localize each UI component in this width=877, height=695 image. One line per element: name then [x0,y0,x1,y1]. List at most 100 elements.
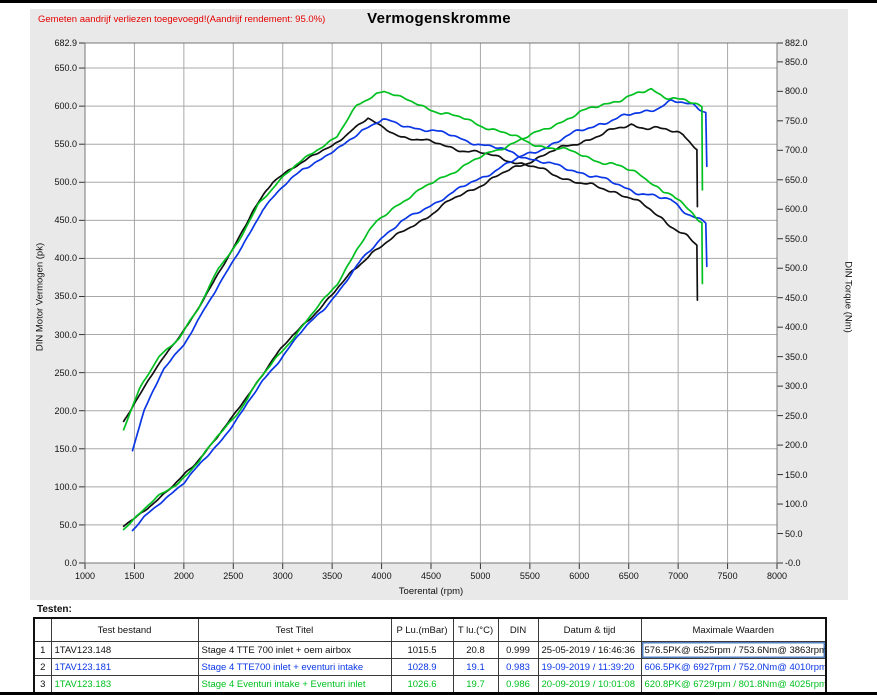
x-tick-label: 8000 [766,571,788,581]
y-left-tick-label: 200.0 [54,405,77,416]
drivetrain-loss-warning: Gemeten aandrijf verliezen toegevoegd!(A… [38,14,326,25]
y-left-tick-label: 500.0 [54,177,77,188]
x-tick-label: 3000 [272,571,293,581]
table-row[interactable]: 2 1TAV123.181 Stage 4 TTE700 inlet + event… [33,658,827,676]
table-cell-file[interactable]: 1TAV123.148 [50,641,199,659]
table-cell-pressure[interactable]: 1026.6 [390,675,454,694]
table-header-cell [33,617,52,642]
table-cell-max[interactable]: 606.5PK@ 6927rpm / 752.0Nm@ 4010rpm [640,658,827,676]
table-row[interactable]: 3 1TAV123.183 Stage 4 Eventuri intake + Ev… [33,675,827,694]
x-tick-label: 5500 [519,571,540,581]
y-right-tick-label: 250.0 [785,410,808,421]
tests-section-label: Testen: [37,604,72,615]
table-cell-max[interactable]: 576.5PK@ 6525rpm / 753.6Nm@ 3863rpm [640,641,827,659]
table-header-cell: Test Titel [197,617,392,642]
table-cell-num[interactable]: 1 [33,641,52,659]
y-right-tick-label: 882.0 [785,38,808,48]
y-right-tick-label: 50.0 [785,528,803,539]
y-right-tick-label: 700.0 [785,145,808,156]
tests-table: Test bestand Test Titel P Lu.(mBar) T lu.(°… [33,617,827,694]
table-header-cell: P Lu.(mBar) [390,617,454,642]
table-cell-title[interactable]: Stage 4 TTE700 inlet + eventuri intake [197,658,392,676]
x-tick-label: 1500 [124,571,145,581]
table-cell-pressure[interactable]: 1028.9 [390,658,454,676]
y-right-tick-label: 600.0 [785,204,808,215]
y-right-tick-label: 650.0 [785,174,808,185]
table-header-cell: Datum & tijd [537,617,642,642]
chart-title: Vermogenskromme [367,10,511,27]
table-cell-title[interactable]: Stage 4 Eventuri intake + Eventuri inlet [197,675,392,694]
table-header-cell: T lu.(°C) [452,617,499,642]
table-cell-datetime[interactable]: 20-09-2019 / 10:01:08 [537,675,642,694]
curve-1tav123-148-din-torque-nm- [122,117,699,423]
table-cell-temp[interactable]: 19.7 [452,675,499,694]
y-right-tick-label: 300.0 [785,381,808,392]
table-cell-num[interactable]: 2 [33,658,52,676]
x-tick-label: 4500 [420,571,442,581]
table-cell-din[interactable]: 0.999 [497,641,539,659]
x-tick-label: 6500 [618,571,639,581]
x-tick-label: 2500 [223,571,244,581]
y-right-tick-label: 800.0 [785,86,808,97]
table-cell-temp[interactable]: 20.8 [452,641,499,659]
y-right-tick-label: 850.0 [785,56,808,67]
y-left-tick-label: 50.0 [59,519,77,530]
y-left-tick-label: 600.0 [54,101,77,112]
y-left-tick-label: 450.0 [54,215,77,226]
chart-panel: Gemeten aandrijf verliezen toegevoegd!(A… [30,9,854,600]
y-right-tick-label: 400.0 [785,322,808,333]
y-left-tick-label: 100.0 [54,481,77,492]
table-cell-file[interactable]: 1TAV123.181 [50,658,199,676]
x-tick-label: 2000 [173,571,194,581]
y-left-tick-label: 400.0 [54,253,77,264]
y-left-tick-label: 300.0 [54,329,77,340]
y-right-tick-label: 100.0 [785,499,808,510]
y-right-tick-label: 450.0 [785,292,808,303]
plot-border [84,42,778,564]
y-right-tick-label: 350.0 [785,351,808,362]
y-left-tick-label: 250.0 [54,367,77,378]
x-tick-label: 7000 [668,571,689,581]
table-header-row: Test bestand Test Titel P Lu.(mBar) T lu.(°… [33,617,827,642]
y-right-tick-label: 150.0 [785,469,808,480]
table-cell-num[interactable]: 3 [33,675,52,694]
y-right-tick-label: -0.0 [785,558,801,568]
x-tick-label: 3500 [322,571,343,581]
x-tick-label: 5000 [470,571,491,581]
table-cell-datetime[interactable]: 25-05-2019 / 16:46:36 [537,641,642,659]
y-right-tick-label: 500.0 [785,263,808,274]
x-axis-title: Toerental (rpm) [398,586,464,597]
curve-1tav123-181-din-vermogen-pk- [131,98,708,532]
y-right-tick-label: 200.0 [785,440,808,451]
curve-1tav123-183-din-vermogen-pk- [122,87,704,531]
x-tick-label: 4000 [371,571,392,581]
table-cell-pressure[interactable]: 1015.5 [390,641,454,659]
table-cell-title[interactable]: Stage 4 TTE 700 inlet + oem airbox [197,641,392,659]
y-right-tick-label: 550.0 [785,233,808,244]
y-right-tick-label: 750.0 [785,115,808,126]
y-left-tick-label: 650.0 [54,63,77,74]
table-cell-din[interactable]: 0.983 [497,658,539,676]
power-torque-plot [79,42,783,569]
y-left-tick-label: 550.0 [54,139,77,150]
x-tick-label: 7500 [717,571,738,581]
x-tick-label: 1000 [74,571,96,581]
x-tick-label: 6000 [569,571,590,581]
table-cell-datetime[interactable]: 19-09-2019 / 11:39:20 [537,658,642,676]
y-left-tick-label: 682.9 [54,38,77,48]
table-cell-max[interactable]: 620.8PK@ 6729rpm / 801.8Nm@ 4025rpm [640,675,827,694]
table-header-cell: Test bestand [50,617,199,642]
table-cell-temp[interactable]: 19.1 [452,658,499,676]
table-row[interactable]: 1 1TAV123.148 Stage 4 TTE 700 inlet + oem … [33,641,827,659]
y-left-tick-label: 350.0 [54,291,77,302]
y-left-tick-label: 150.0 [54,443,77,454]
table-header-cell: Maximale Waarden [640,617,827,642]
table-header-cell: DIN [497,617,539,642]
table-cell-din[interactable]: 0.986 [497,675,539,694]
y-left-tick-label: 0.0 [64,558,77,568]
curve-1tav123-181-din-torque-nm- [131,118,708,452]
bottom-border-line [0,692,877,695]
table-cell-file[interactable]: 1TAV123.183 [50,675,199,694]
top-border-line [0,0,877,3]
